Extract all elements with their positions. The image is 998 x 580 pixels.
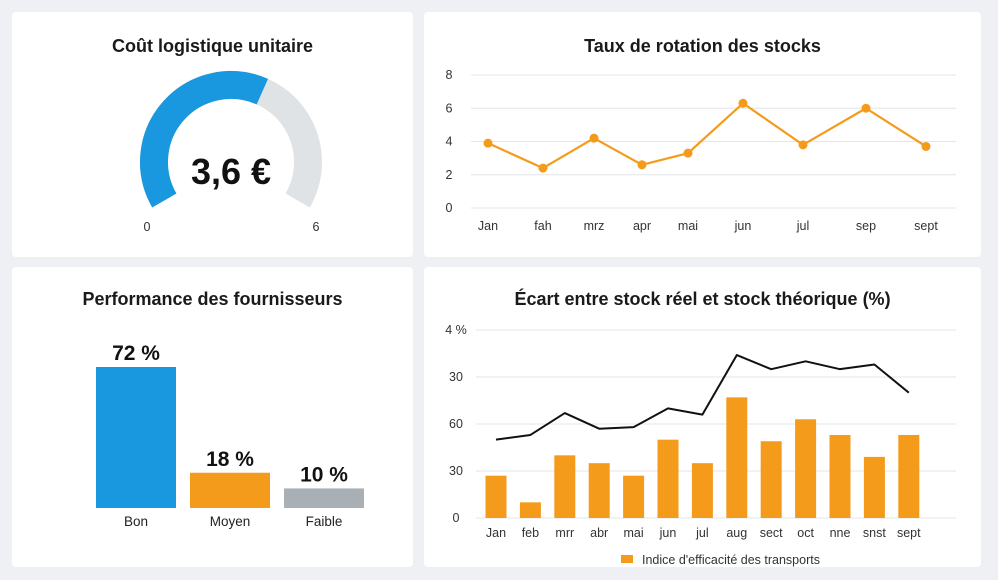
y-tick-label: 0	[453, 511, 460, 525]
bar	[554, 455, 576, 518]
bar	[898, 434, 920, 518]
rotation-title: Taux de rotation des stocks	[584, 36, 821, 56]
x-tick-label: feb	[522, 526, 539, 540]
x-tick-label: aug	[726, 526, 747, 540]
x-tick-label: jun	[734, 219, 752, 233]
gauge-value: 3,6 €	[191, 151, 271, 192]
series-line	[487, 102, 927, 170]
rotation-chart: 0 2 4 6 8 Jan fah mrz apr mai jun jul sep sept	[446, 68, 956, 233]
data-point	[921, 141, 931, 151]
y-tick-label: 0	[446, 201, 453, 215]
bar	[829, 434, 851, 518]
bar	[485, 475, 507, 518]
data-point	[683, 148, 693, 158]
x-tick-label: Faible	[306, 514, 343, 529]
legend-label: Indice d'efficacité des transports	[642, 553, 820, 567]
x-tick-label: sept	[914, 219, 938, 233]
legend-swatch	[621, 555, 633, 563]
x-tick-label: sep	[856, 219, 876, 233]
bar	[519, 502, 541, 518]
x-tick-label: oct	[797, 526, 814, 540]
x-tick-label: sect	[760, 526, 783, 540]
bar	[588, 463, 610, 518]
x-tick-label: mrz	[584, 219, 605, 233]
gauge-chart: 3,6 € 0 6	[140, 71, 322, 234]
bar	[284, 488, 364, 508]
x-tick-label: snst	[863, 526, 886, 540]
data-point	[483, 138, 493, 148]
data-point	[738, 98, 748, 108]
gauge-min-label: 0	[144, 220, 151, 234]
x-tick-label: jul	[695, 526, 709, 540]
bar-value-label: 18 %	[206, 448, 254, 471]
x-tick-label: nne	[830, 526, 851, 540]
data-point	[589, 133, 599, 143]
gauge-title: Coût logistique unitaire	[112, 36, 313, 56]
bar	[760, 441, 782, 518]
y-tick-label: 2	[446, 168, 453, 182]
gauge-fill	[140, 71, 268, 208]
data-point	[798, 140, 808, 150]
bar	[190, 472, 270, 508]
y-tick-label: 30	[449, 370, 463, 384]
x-tick-label: mrr	[555, 526, 574, 540]
y-tick-label: 30	[449, 464, 463, 478]
suppliers-title: Performance des fournisseurs	[82, 289, 343, 309]
y-tick-label: 8	[446, 68, 453, 82]
bar	[691, 463, 713, 518]
x-tick-label: apr	[633, 219, 651, 233]
gauge-card: Coût logistique unitaire 3,6 € 0 6	[12, 12, 413, 257]
stock-gap-title: Écart entre stock réel et stock théoriqu…	[514, 289, 891, 309]
suppliers-chart: 72 % Bon 18 % Moyen 10 % Faible	[96, 342, 364, 529]
bar	[726, 397, 748, 518]
bar-value-label: 10 %	[300, 463, 348, 486]
x-tick-label: Jan	[486, 526, 506, 540]
stock-gap-chart: 0 30 60 30 4 % Jan feb mrr abr mai jun jul aug sect oc…	[445, 323, 956, 567]
bar	[657, 439, 679, 518]
x-tick-label: jun	[659, 526, 677, 540]
x-tick-label: mai	[624, 526, 644, 540]
bar-value-label: 72 %	[112, 342, 160, 365]
bar	[96, 367, 176, 508]
gauge-max-label: 6	[313, 220, 320, 234]
bar	[795, 419, 817, 518]
y-tick-label: 60	[449, 417, 463, 431]
x-tick-label: Jan	[478, 219, 498, 233]
series-line	[495, 354, 910, 441]
y-tick-label: 4	[446, 135, 453, 149]
x-tick-label: mai	[678, 219, 698, 233]
rotation-card: Taux de rotation des stocks 0 2 4 6 8 Jan fah m…	[424, 12, 981, 257]
suppliers-card: Performance des fournisseurs 72 % Bon 18 %…	[12, 267, 413, 567]
data-point	[861, 103, 871, 113]
data-point	[637, 160, 647, 170]
x-tick-label: sept	[897, 526, 921, 540]
bar	[863, 456, 885, 518]
x-tick-label: Moyen	[210, 514, 251, 529]
y-tick-label: 6	[446, 101, 453, 115]
stock-gap-card: Écart entre stock réel et stock théoriqu…	[424, 267, 981, 567]
bar	[623, 475, 645, 518]
x-tick-label: abr	[590, 526, 608, 540]
y-tick-label: 4 %	[445, 323, 467, 337]
x-tick-label: fah	[534, 219, 551, 233]
x-tick-label: Bon	[124, 514, 148, 529]
x-tick-label: jul	[796, 219, 810, 233]
data-point	[538, 163, 548, 173]
